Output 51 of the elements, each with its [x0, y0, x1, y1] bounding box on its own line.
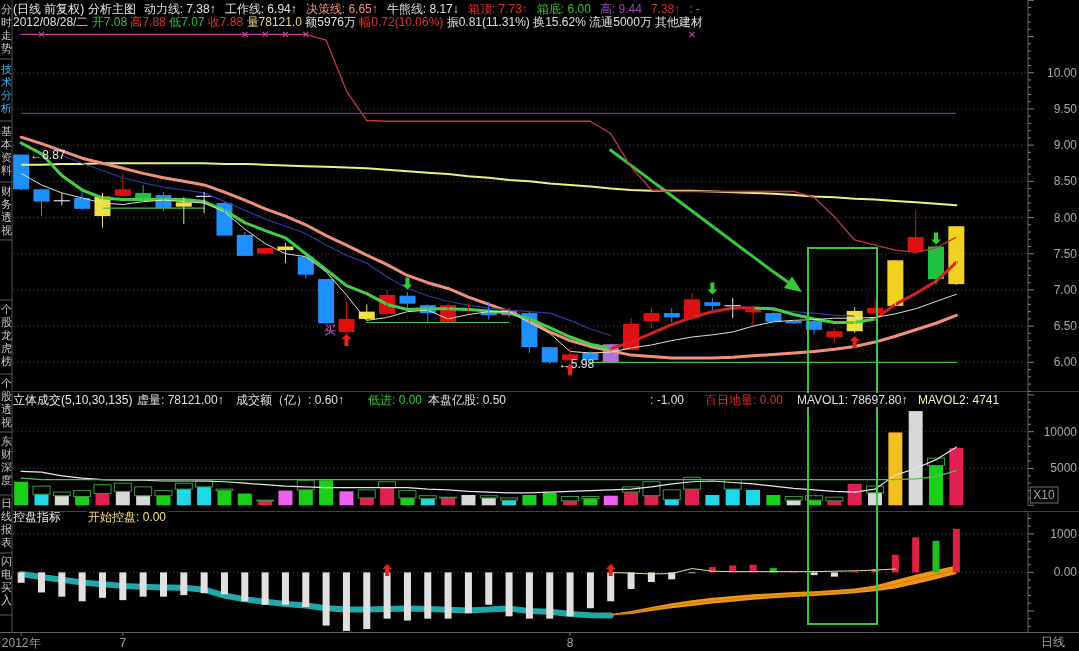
annotation: 决策线: 6.65↑ [305, 2, 378, 16]
annotation: 个股透视 [0, 377, 12, 428]
y-tick-label: 10.00 [1046, 65, 1078, 80]
text: 基本资料 [0, 125, 12, 176]
text: 财务透视 [0, 185, 12, 236]
annotation: 日线报表 [0, 497, 12, 548]
annotation: 高: 9.44 [599, 2, 643, 16]
annotation: : - [689, 2, 700, 16]
annotation: 箱底: 6.00 [536, 2, 592, 16]
y-tick-label: 1000 [1050, 526, 1078, 541]
text: 日线 [1041, 635, 1065, 649]
y-tick-label: 5000 [1050, 461, 1078, 476]
x-tick-label: 8 [566, 635, 574, 650]
text: 2012/08/28/二 开7.08 高7.88 低7.07 收7.88 量78121.0 额5976万 幅0.72(10.06%) 振0.81(11.31%) 换15.62% 流通5000万 其他建材 [13, 15, 704, 29]
annotation: 百日地量: 0.00 [705, 393, 784, 407]
annotation: MAVOL1: 78697.80↑ [797, 393, 908, 407]
y-tick-label: 10000 [1043, 424, 1078, 439]
chart-title: 立体成交(5,10,30,135) [13, 393, 133, 407]
annotation: 成交额（亿）: 0.60↑ [236, 393, 345, 407]
y-tick-label: 7.00 [1053, 282, 1078, 297]
annotation: 箱顶: 7.73↑ [467, 2, 528, 16]
text: 分时走势 [0, 3, 12, 54]
y-tick-label: 9.00 [1053, 138, 1078, 153]
annotation: 低进: 0.00 [368, 393, 423, 407]
text: 技术分析 [0, 63, 12, 114]
annotation: ←5.98 [558, 356, 595, 371]
x-tick-label: 7 [119, 635, 127, 650]
y-tick-label: 7.50 [1053, 246, 1078, 261]
annotation: 开始控盘: 0.00 [88, 510, 167, 524]
y-tick-label: 6.50 [1053, 319, 1078, 334]
annotation: 买 [324, 323, 336, 337]
annotation: 牛熊线: 8.17↓ [386, 2, 459, 16]
annotation: 动力线: 7.38↑ [143, 2, 216, 16]
text: 个股龙虎榜 [0, 303, 12, 367]
annotation: 闪电买入 [0, 555, 12, 606]
text: X10 [1033, 488, 1055, 502]
y-tick-label: 6.00 [1053, 355, 1078, 370]
y-tick-label: 8.50 [1053, 174, 1078, 189]
y-tick-label: 8.00 [1053, 210, 1078, 225]
annotation: 工作线: 6.94↑ [224, 2, 297, 16]
chart-title: (日线 前复权) 分析主图 [13, 2, 136, 16]
annotation: 本盘亿股: 0.50 [428, 393, 507, 407]
annotation: MAVOL2: 4741 [918, 393, 1000, 407]
annotation: : -1.00 [650, 393, 685, 407]
annotation: 7.38↑ [650, 2, 681, 16]
annotation: 虚量: 78121.00↑ [137, 393, 224, 407]
y-tick-label: 9.50 [1053, 101, 1078, 116]
y-tick-label: 0.00 [1053, 565, 1078, 580]
chart-title: 控盘指标 [13, 510, 61, 524]
annotation: 东财深度 [0, 435, 12, 486]
x-tick-label: 2012年 [1, 635, 41, 650]
